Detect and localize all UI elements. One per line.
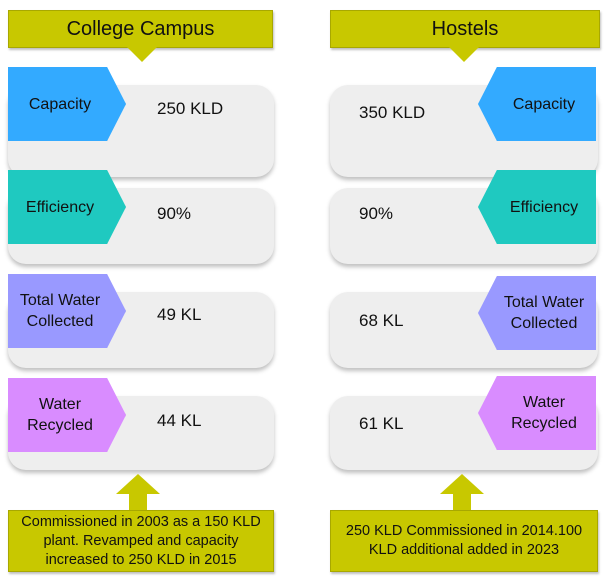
hostels-collected-value: 68 KL [359, 311, 404, 330]
hostels-note: 250 KLD Commissioned in 2014.100 KLD add… [330, 510, 598, 572]
campus-note-arrow-body [129, 493, 147, 511]
campus-header-arrow [127, 47, 157, 62]
hostels-capacity-value: 350 KLD [359, 103, 426, 122]
campus-header: College Campus [8, 10, 273, 48]
hostels-capacity-label: Capacity [478, 67, 596, 141]
campus-capacity-label: Capacity [8, 67, 126, 141]
campus-note-arrow-head [116, 474, 160, 494]
hostels-collected-label: Total Water Collected [478, 276, 596, 350]
hostels-header-arrow [449, 47, 479, 62]
hostels-header: Hostels [330, 10, 600, 48]
hostels-note-arrow-head [440, 474, 484, 494]
campus-efficiency-label: Efficiency [8, 170, 126, 244]
campus-capacity-value: 250 KLD [157, 99, 224, 118]
campus-recycled-value: 44 KL [157, 411, 202, 430]
campus-title: College Campus [66, 17, 215, 40]
campus-collected-label: Total Water Collected [8, 274, 126, 348]
campus-note: Commissioned in 2003 as a 150 KLD plant.… [8, 510, 274, 572]
hostels-efficiency-label: Efficiency [478, 170, 596, 244]
hostels-recycled-value: 61 KL [359, 414, 404, 433]
campus-collected-value: 49 KL [157, 305, 202, 324]
hostels-recycled-label: Water Recycled [478, 376, 596, 450]
campus-recycled-label: Water Recycled [8, 378, 126, 452]
hostels-efficiency-value: 90% [359, 204, 394, 223]
campus-efficiency-value: 90% [157, 204, 192, 223]
hostels-title: Hostels [431, 17, 499, 40]
hostels-note-arrow-body [453, 493, 471, 511]
